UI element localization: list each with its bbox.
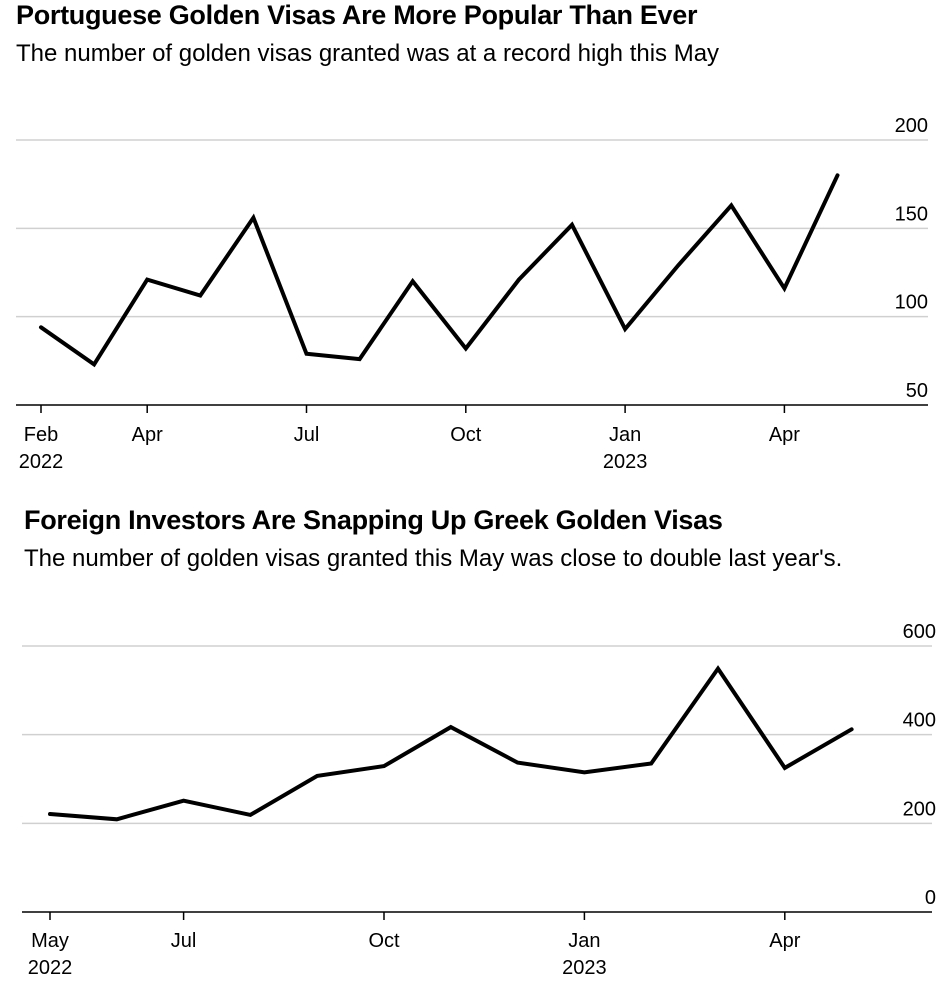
x-tick-label: Oct bbox=[368, 930, 400, 952]
x-tick-label: Feb bbox=[24, 424, 58, 446]
x-tick-label: Apr bbox=[769, 930, 800, 952]
y-tick-label: 50 bbox=[906, 380, 928, 402]
y-tick-label: 100 bbox=[895, 292, 928, 314]
y-tick-label: 200 bbox=[903, 798, 936, 820]
x-tick-label: May bbox=[31, 930, 69, 952]
y-tick-label: 400 bbox=[903, 710, 936, 732]
y-tick-label: 600 bbox=[903, 621, 936, 643]
chart-1-plot: 200 150 100 50 Feb 2022 Apr Jul Oct Jan 2023 Apr bbox=[16, 115, 928, 473]
chart-2-title: Foreign Investors Are Snapping Up Greek … bbox=[24, 505, 723, 535]
y-tick-label: 0 bbox=[925, 887, 936, 909]
x-tick-year-label: 2022 bbox=[19, 451, 64, 473]
chart-1-subtitle: The number of golden visas granted was a… bbox=[16, 40, 720, 67]
series-line bbox=[48, 665, 854, 822]
chart-2-subtitle: The number of golden visas granted this … bbox=[24, 545, 843, 572]
x-tick-label: Jan bbox=[609, 424, 641, 446]
chart-1-title: Portuguese Golden Visas Are More Popular… bbox=[16, 0, 698, 30]
y-tick-label: 150 bbox=[895, 203, 928, 225]
x-tick-label: Apr bbox=[769, 424, 800, 446]
x-tick-label: Oct bbox=[450, 424, 482, 446]
y-tick-label: 200 bbox=[895, 115, 928, 137]
x-tick-label: Apr bbox=[132, 424, 163, 446]
x-tick-year-label: 2022 bbox=[28, 957, 73, 979]
series-line bbox=[39, 173, 840, 368]
x-tick-label: Jul bbox=[171, 930, 197, 952]
x-tick-label: Jan bbox=[568, 930, 600, 952]
x-tick-year-label: 2023 bbox=[562, 957, 607, 979]
x-tick-label: Jul bbox=[294, 424, 320, 446]
x-tick-year-label: 2023 bbox=[603, 451, 648, 473]
